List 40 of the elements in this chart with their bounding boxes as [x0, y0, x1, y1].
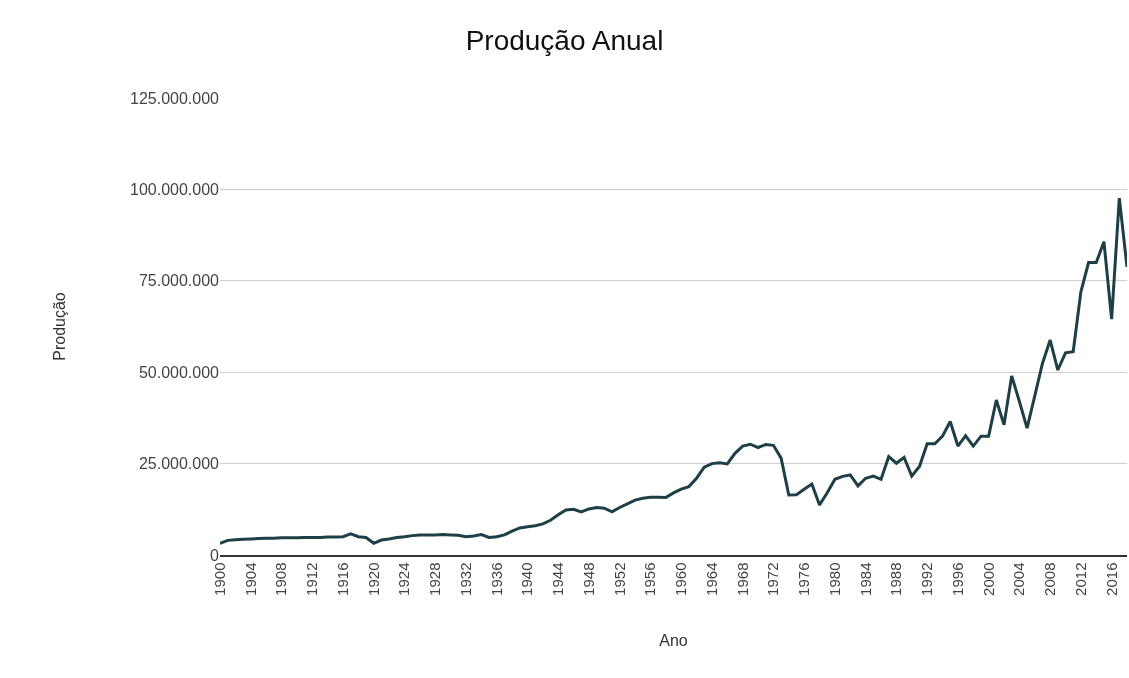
- x-axis-title: Ano: [659, 632, 688, 650]
- x-tick-label: 2000: [979, 562, 997, 596]
- x-tick-label: 1992: [918, 562, 936, 596]
- y-tick-label: 25.000.000: [138, 455, 220, 473]
- x-tick-label: 1976: [795, 562, 813, 596]
- y-tick-label: 100.000.000: [130, 181, 220, 198]
- x-tick-label: 1984: [856, 562, 874, 596]
- x-tick-label: 1940: [518, 562, 536, 596]
- x-tick-label: 1956: [641, 562, 659, 596]
- x-tick-label: 1960: [672, 562, 690, 596]
- x-tick-label: 2012: [1071, 562, 1089, 596]
- chart-title: Produção Anual: [465, 25, 664, 57]
- y-tick-label: 125.000.000: [130, 89, 220, 107]
- x-tick-label: 1912: [303, 562, 321, 596]
- x-tick-label: 1980: [825, 562, 843, 596]
- x-tick-label: 1920: [364, 562, 382, 596]
- y-tick-label: 0: [210, 546, 220, 564]
- x-tick-label: 1948: [579, 562, 597, 596]
- x-tick-label: 1944: [549, 562, 567, 596]
- x-tick-label: 1996: [948, 562, 966, 596]
- x-tick-label: 1900: [210, 562, 228, 596]
- x-tick-label: 1924: [395, 562, 413, 596]
- x-tick-label: 1964: [702, 562, 720, 596]
- x-tick-label: 1928: [426, 562, 444, 596]
- x-tick-label: 1908: [272, 562, 290, 596]
- x-tick-label: 1916: [333, 562, 351, 596]
- y-tick-label: 50.000.000: [138, 363, 220, 381]
- x-tick-label: 1972: [764, 562, 782, 596]
- x-tick-label: 1904: [241, 562, 259, 596]
- x-tick-label: 1932: [456, 562, 474, 596]
- x-tick-label: 2004: [1010, 562, 1028, 596]
- line-series: [220, 196, 1127, 545]
- x-tick-label: 2016: [1102, 562, 1120, 596]
- y-axis-title: Produção: [50, 292, 68, 361]
- x-tick-label: 1988: [887, 562, 905, 596]
- y-tick-label: 75.000.000: [138, 272, 220, 290]
- x-tick-label: 1952: [610, 562, 628, 596]
- x-tick-label: 1968: [733, 562, 751, 596]
- x-tick-label: 1936: [487, 562, 505, 596]
- x-tick-label: 2008: [1041, 562, 1059, 596]
